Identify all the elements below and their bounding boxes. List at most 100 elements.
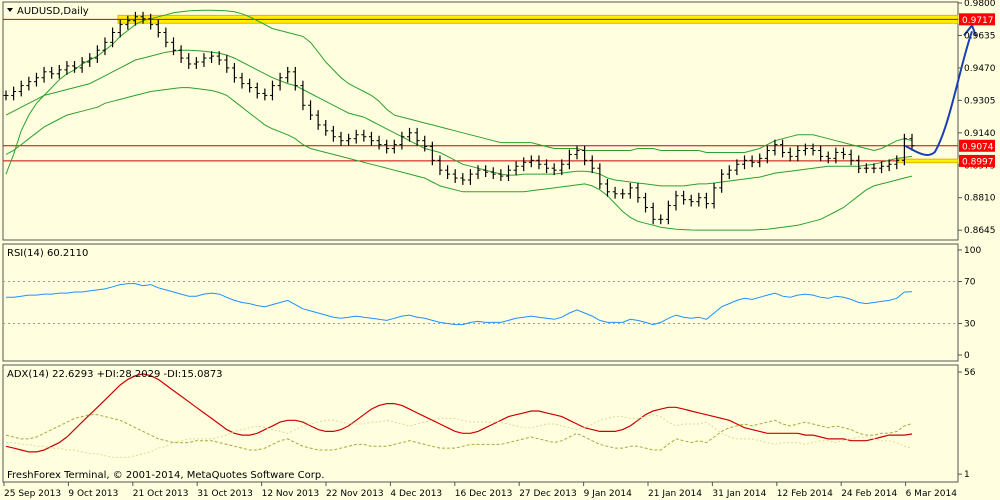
- price-bar: [825, 151, 831, 164]
- price-bar: [3, 90, 9, 101]
- price-bar: [879, 161, 885, 174]
- price-bar: [308, 100, 314, 121]
- price-panel: 0.98000.96350.94700.93050.91400.89750.88…: [2, 0, 996, 241]
- price-bar: [262, 88, 268, 101]
- price-bar: [72, 61, 78, 73]
- chevron-down-icon[interactable]: [7, 8, 13, 12]
- price-bar: [285, 66, 291, 83]
- price-bar: [56, 64, 62, 79]
- price-bar: [513, 161, 519, 176]
- rsi-series-line: [6, 283, 913, 326]
- price-bar: [170, 37, 176, 56]
- price-bar: [681, 190, 687, 205]
- price-bar: [620, 188, 626, 199]
- price-bar: [368, 131, 374, 146]
- price-tick-label: 0.9305: [964, 96, 996, 106]
- time-tick-label: 21 Oct 2013: [133, 489, 189, 499]
- price-bar: [429, 141, 435, 166]
- price-bar: [559, 159, 565, 176]
- price-bar: [49, 66, 55, 79]
- bollinger-lower-line: [5, 87, 913, 231]
- rsi-panel-frame: [2, 243, 959, 362]
- rsi-tick-label: 100: [964, 246, 981, 256]
- price-bar: [521, 157, 527, 172]
- price-bar: [338, 131, 344, 146]
- price-bar: [688, 194, 694, 207]
- price-bar: [833, 147, 839, 164]
- price-bar: [818, 145, 824, 162]
- price-bar: [41, 66, 47, 83]
- price-bar: [216, 51, 222, 65]
- price-bar: [467, 169, 473, 185]
- price-bar: [848, 149, 854, 166]
- time-tick-label: 12 Nov 2013: [262, 489, 320, 499]
- price-bar: [772, 139, 778, 156]
- price-bar: [94, 45, 100, 63]
- price-bar: [391, 139, 397, 154]
- time-tick-label: 16 Dec 2013: [455, 489, 513, 499]
- price-bar: [871, 163, 877, 174]
- level-label-box-2: [959, 154, 995, 167]
- level-label-2: 0.8997: [962, 157, 994, 167]
- price-bar: [719, 169, 725, 193]
- price-bar: [132, 11, 138, 26]
- time-tick-label: 22 Nov 2013: [326, 489, 384, 499]
- price-bar: [840, 147, 846, 160]
- rsi-tick-label: 30: [964, 320, 976, 330]
- price-bar: [110, 27, 116, 48]
- price-bar: [231, 62, 237, 83]
- price-bar: [79, 57, 85, 73]
- bollinger-bands: [5, 9, 913, 231]
- price-bar: [734, 159, 740, 176]
- price-bar: [498, 169, 504, 181]
- symbol-title: AUDUSD,Daily: [17, 6, 89, 17]
- price-bar: [886, 159, 892, 172]
- rsi-axis: 100 70 30 0: [958, 246, 981, 361]
- price-bar: [346, 133, 352, 146]
- price-bar: [673, 190, 679, 211]
- time-tick-label: 25 Sep 2013: [4, 489, 61, 499]
- price-bar: [193, 57, 199, 69]
- price-bar: [597, 163, 603, 189]
- price-bar: [201, 53, 207, 67]
- price-bar: [117, 19, 123, 38]
- price-bar: [483, 165, 489, 178]
- rsi-tick-label: 0: [964, 351, 970, 361]
- footer-copyright: FreshForex Terminal, © 2001-2014, MetaQu…: [7, 470, 324, 481]
- price-bars: [3, 11, 915, 225]
- price-bar: [125, 15, 131, 30]
- rsi-tick-label: 70: [964, 278, 976, 288]
- adx-panel: 56 1 ADX(14) 22.6293 +DI:28.2029 -DI:15.0…: [2, 364, 976, 483]
- price-bar: [528, 155, 534, 168]
- price-bar: [87, 53, 93, 67]
- price-bar: [102, 37, 108, 56]
- price-bar: [445, 165, 451, 180]
- bollinger-upper-line: [5, 9, 913, 175]
- price-bar: [795, 145, 801, 162]
- price-bar: [376, 135, 382, 150]
- level-label-0: 0.9717: [962, 16, 994, 26]
- price-bar: [802, 143, 808, 156]
- horizontal-levels: [3, 14, 959, 164]
- bollinger-middle-line: [5, 49, 913, 187]
- price-bar: [384, 139, 390, 154]
- adx-panel-frame: [2, 364, 959, 483]
- adx-series-0: [5, 373, 913, 453]
- price-bar: [353, 129, 359, 144]
- price-bar: [422, 135, 428, 152]
- price-bar: [665, 200, 671, 225]
- price-bar: [407, 127, 413, 142]
- adx-series-2: [6, 414, 913, 458]
- price-bar: [300, 80, 306, 111]
- price-bar: [315, 110, 321, 130]
- price-bar: [33, 72, 39, 87]
- price-bar: [810, 143, 816, 156]
- price-bar: [18, 80, 24, 97]
- price-panel-frame: [2, 1, 959, 241]
- rsi-line: [6, 283, 913, 326]
- price-tick-label: 0.8645: [964, 226, 996, 236]
- price-bar: [863, 163, 869, 174]
- rsi-panel: 100 70 30 0 RSI(14) 60.2110: [2, 243, 981, 362]
- level-label-box-0: [959, 13, 995, 26]
